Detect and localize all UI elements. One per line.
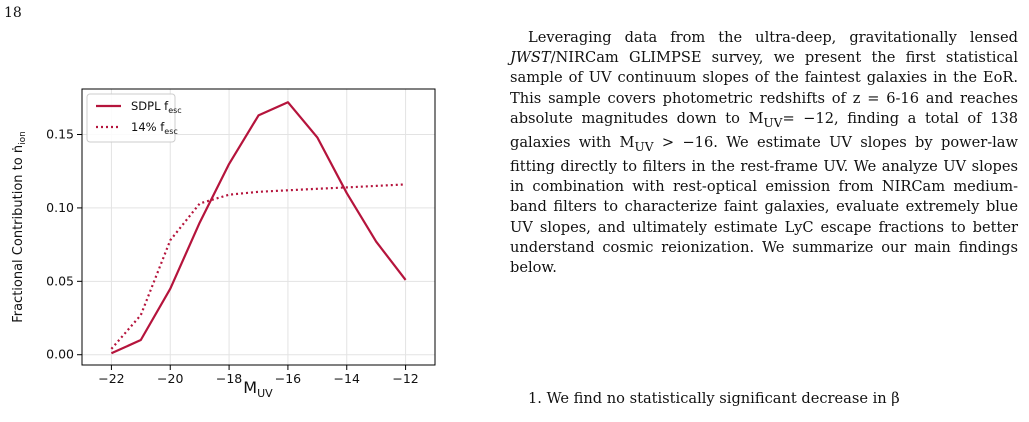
legend-label-14pct: 14% fesc xyxy=(131,120,178,136)
y-tick-label: 0.15 xyxy=(46,127,74,142)
series-lines xyxy=(110,101,407,355)
legend: SDPL fesc 14% fesc xyxy=(86,93,182,143)
axis-ticks: −22 −20 −18 −16 −14 −12 0.00 0.05 0.10 0.15 xyxy=(46,127,419,386)
plot-frame xyxy=(81,88,436,366)
x-tick-label: −20 xyxy=(157,371,183,386)
y-tick-label: 0.00 xyxy=(46,347,74,362)
y-axis-label: Fractional Contribution to ṅion xyxy=(11,131,28,323)
x-axis-label: MUV xyxy=(243,378,273,400)
x-tick-label: −14 xyxy=(334,371,360,386)
legend-label-sdpl: SDPL fesc xyxy=(131,99,182,115)
x-tick-label: −18 xyxy=(216,371,242,386)
series-line-14pct xyxy=(110,183,406,350)
page-number: 18 xyxy=(4,5,22,21)
x-tick-label: −12 xyxy=(392,371,418,386)
conclusions-paragraph: Leveraging data from the ultra-deep, gra… xyxy=(510,29,1018,277)
y-tick-label: 0.05 xyxy=(46,273,74,288)
x-tick-label: −22 xyxy=(98,371,124,386)
grid-lines xyxy=(82,89,435,365)
x-tick-label: −16 xyxy=(275,371,301,386)
y-tick-label: 0.10 xyxy=(46,200,74,215)
findings-list-item-1: 1. We find no statistically significant … xyxy=(528,390,900,407)
series-line-sdpl xyxy=(110,101,407,355)
fractional-contribution-chart: −22 −20 −18 −16 −14 −12 0.00 0.05 0.10 0.15 MUV F… xyxy=(11,88,436,400)
